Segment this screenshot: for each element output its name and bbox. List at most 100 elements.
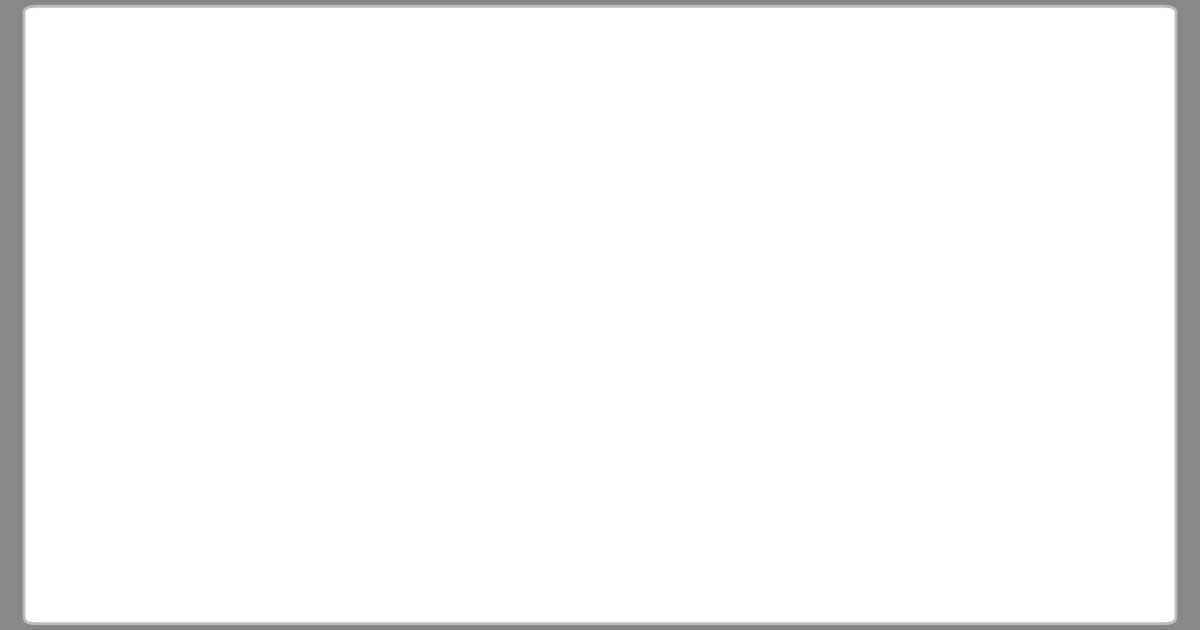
- Circle shape: [233, 298, 260, 326]
- Bar: [422, 462, 427, 466]
- Circle shape: [233, 256, 260, 284]
- Circle shape: [332, 88, 408, 164]
- Circle shape: [353, 439, 383, 469]
- Bar: [329, 61, 522, 181]
- Bar: [767, 252, 774, 258]
- Bar: [610, 239, 617, 245]
- Bar: [422, 442, 427, 446]
- Bar: [490, 462, 494, 466]
- Text: *  Copyrighted © by T        Studyce: * Copyrighted © by T Studyce: [61, 479, 510, 498]
- Bar: [610, 382, 617, 387]
- Bar: [610, 304, 617, 310]
- Bar: [841, 250, 950, 258]
- Bar: [767, 265, 774, 272]
- Bar: [647, 186, 737, 226]
- Text: *: *: [61, 354, 86, 373]
- Text: *  This code is provided free for proje          an              e only.: * This code is provided free for proje a…: [61, 396, 947, 415]
- Bar: [610, 188, 617, 193]
- Text: *  TITLE: IoT-based W          ndicator using NodeMCU, Ultrasonic S: * TITLE: IoT-based W ndicator using Node…: [61, 146, 886, 164]
- Circle shape: [440, 88, 516, 164]
- Bar: [415, 114, 437, 136]
- Text: *: *: [61, 312, 86, 331]
- Bar: [665, 401, 719, 413]
- Bar: [490, 442, 494, 446]
- Bar: [767, 317, 774, 323]
- Bar: [388, 181, 394, 193]
- Circle shape: [331, 64, 341, 74]
- Circle shape: [667, 345, 677, 355]
- Circle shape: [331, 168, 341, 178]
- Bar: [40, 18, 253, 76]
- Bar: [446, 181, 452, 193]
- Text: HC-SR04: HC-SR04: [382, 74, 432, 84]
- Circle shape: [526, 432, 569, 476]
- Text: GND VCC SCL SDA: GND VCC SCL SDA: [870, 252, 920, 257]
- Circle shape: [436, 432, 480, 476]
- Text: *  Related Bl  g :https://iotcircuithub.co              66-projects/: * Related Bl g :https://iotcircuithub.co…: [61, 271, 899, 290]
- Text: ECHO: ECHO: [427, 193, 432, 212]
- Bar: [336, 421, 401, 486]
- Bar: [767, 369, 774, 375]
- Circle shape: [238, 303, 256, 321]
- Text: *  Click on the following li        s to learn more: * Click on the following li s to learn m…: [61, 187, 692, 206]
- Bar: [767, 278, 774, 284]
- Bar: [610, 252, 617, 258]
- Bar: [341, 425, 397, 482]
- Bar: [610, 317, 617, 323]
- Bar: [332, 442, 337, 446]
- Bar: [426, 421, 491, 486]
- Bar: [520, 425, 576, 482]
- Bar: [767, 200, 774, 207]
- Text: GND: GND: [448, 195, 452, 210]
- Bar: [767, 382, 774, 387]
- Bar: [865, 248, 874, 260]
- Text: *  YouTube Video: https://youtu.be/NHx                    04: * YouTube Video: https://youtu.be/NHx 04: [61, 229, 802, 248]
- Bar: [836, 260, 955, 350]
- Bar: [767, 330, 774, 336]
- Bar: [844, 248, 852, 260]
- Circle shape: [233, 217, 260, 244]
- Bar: [637, 365, 677, 389]
- Bar: [767, 188, 774, 193]
- Bar: [610, 265, 617, 272]
- Text: ESP32: ESP32: [665, 273, 719, 288]
- Bar: [511, 442, 516, 446]
- Bar: [580, 462, 584, 466]
- Bar: [888, 248, 895, 260]
- Text: TRIG: TRIG: [408, 195, 413, 210]
- Bar: [767, 291, 774, 297]
- Bar: [610, 214, 617, 219]
- Bar: [427, 181, 433, 193]
- Text: sketch.ino: sketch.ino: [38, 30, 256, 64]
- Bar: [516, 421, 580, 486]
- Bar: [580, 442, 584, 446]
- Bar: [332, 462, 337, 466]
- Circle shape: [341, 96, 400, 156]
- Bar: [910, 248, 918, 260]
- Text: *: *: [61, 522, 86, 541]
- Circle shape: [647, 345, 656, 355]
- Bar: [430, 425, 487, 482]
- Bar: [610, 291, 617, 297]
- Bar: [610, 356, 617, 362]
- Circle shape: [238, 222, 256, 239]
- Bar: [610, 343, 617, 349]
- Bar: [656, 399, 726, 415]
- Bar: [407, 181, 413, 193]
- Text: VCC: VCC: [388, 196, 392, 209]
- Bar: [767, 226, 774, 232]
- Bar: [400, 442, 406, 446]
- Bar: [767, 214, 774, 219]
- Bar: [767, 304, 774, 310]
- Bar: [635, 233, 749, 327]
- Bar: [610, 200, 617, 207]
- Bar: [610, 330, 617, 336]
- Circle shape: [443, 439, 473, 469]
- Text: *  Be f                    d from                    /ESP32/: * Be f d from /ESP32/: [61, 563, 802, 582]
- Bar: [632, 231, 751, 330]
- Bar: [767, 356, 774, 362]
- Bar: [400, 462, 406, 466]
- Bar: [610, 226, 617, 232]
- Bar: [846, 275, 946, 335]
- Circle shape: [533, 439, 563, 469]
